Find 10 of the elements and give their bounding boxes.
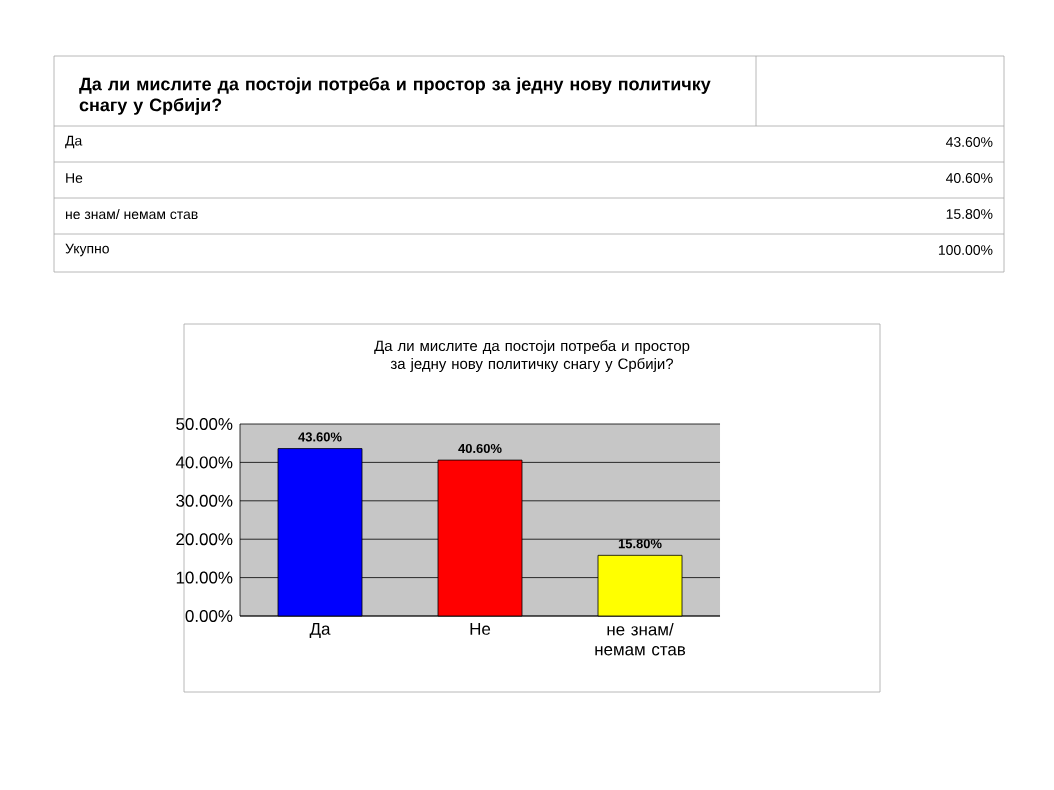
- y-tick-label: 0.00%: [185, 610, 233, 622]
- y-tick-label: 20.00%: [176, 533, 233, 546]
- text: Да ли мислите да постоји потреба и простор за једну нову политичку снагу у Србији?: [79, 77, 711, 115]
- x-tick-label: Да: [309, 623, 331, 639]
- y-tick-label: 40.00%: [175, 456, 233, 469]
- x-tick-label: не знам/ немам став: [595, 623, 686, 656]
- y-tick-label: 50.00%: [176, 418, 233, 430]
- y-tick-label: 10.00%: [176, 571, 233, 584]
- y-tick-label: 30.00%: [176, 494, 233, 507]
- x-tick-label: Не: [470, 623, 491, 635]
